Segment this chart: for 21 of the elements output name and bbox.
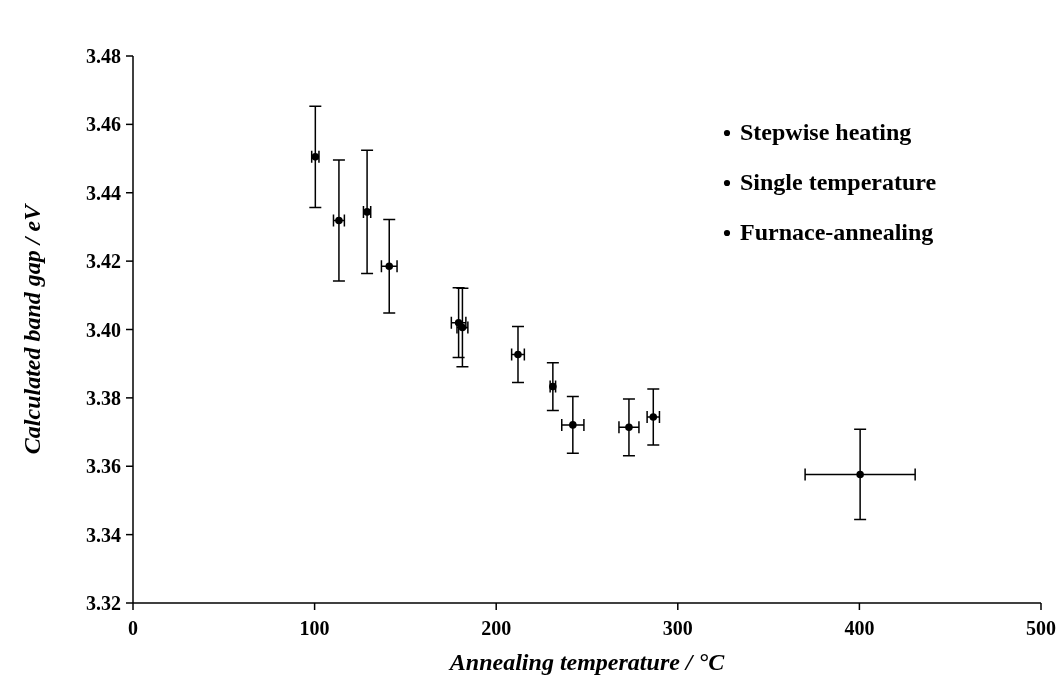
x-tick-label: 500 [1026, 617, 1056, 639]
point [856, 470, 864, 479]
y-tick-label: 3.48 [86, 45, 121, 67]
y-tick-label: 3.32 [86, 592, 121, 614]
y-tick-label: 3.34 [86, 523, 121, 546]
x-tick-label: 400 [844, 617, 875, 639]
y-tick-label: 3.36 [86, 455, 121, 478]
x-tick-label: 0 [128, 617, 138, 639]
x-tick-label: 300 [662, 617, 693, 639]
legend-label: Furnace-annealing [740, 219, 934, 245]
y-tick-label: 3.46 [86, 113, 121, 136]
x-tick-label: 100 [299, 617, 330, 639]
x-tick-label: 200 [481, 617, 512, 639]
y-tick-label: 3.44 [86, 181, 121, 204]
y-tick-label: 3.42 [86, 250, 121, 273]
x-axis-title: Annealing temperature / °C [447, 649, 726, 675]
legend-label: Stepwise heating [740, 119, 912, 145]
y-tick-label: 3.38 [86, 386, 121, 409]
legend-label: Single temperature [740, 169, 937, 195]
y-axis-title: Calculated band gap / eV [19, 202, 45, 455]
y-tick-label: 3.40 [86, 318, 121, 341]
